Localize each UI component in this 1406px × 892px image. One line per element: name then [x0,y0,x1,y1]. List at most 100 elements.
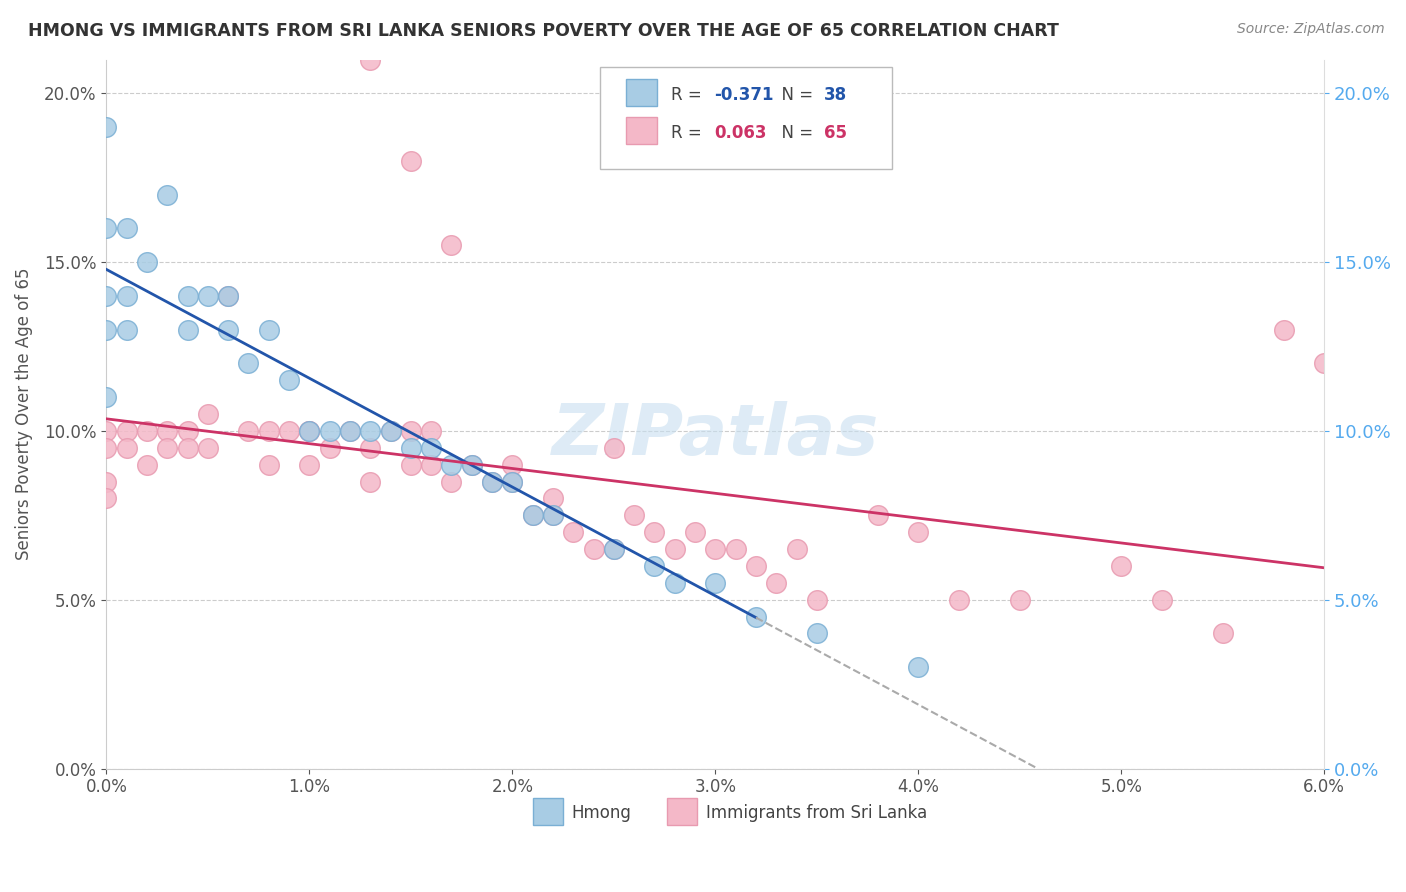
Point [603,542,626,557]
Point [238,356,260,370]
Point [481,475,503,489]
Point [420,458,443,472]
FancyBboxPatch shape [627,117,657,144]
Text: HMONG VS IMMIGRANTS FROM SRI LANKA SENIORS POVERTY OVER THE AGE OF 65 CORRELATIO: HMONG VS IMMIGRANTS FROM SRI LANKA SENIO… [28,22,1059,40]
Point [156,441,179,455]
Point [339,424,361,438]
Point [359,424,381,438]
Point [176,424,198,438]
Point [257,458,280,472]
Point [339,424,361,438]
Point [562,525,585,540]
Point [582,542,605,557]
Point [136,458,159,472]
Point [522,508,544,523]
Point [298,424,321,438]
Point [318,424,340,438]
Point [399,153,422,168]
Point [866,508,889,523]
Point [238,424,260,438]
Text: Hmong: Hmong [572,805,631,822]
Point [197,289,219,303]
Point [399,424,422,438]
Text: ZIPatlas: ZIPatlas [551,401,879,470]
Point [380,424,402,438]
FancyBboxPatch shape [533,798,562,825]
Point [786,542,808,557]
Point [664,575,686,590]
Point [1111,559,1133,574]
Point [440,475,463,489]
Point [156,424,179,438]
Text: 0.063: 0.063 [714,124,766,142]
Point [176,323,198,337]
Point [359,475,381,489]
Point [96,424,118,438]
Point [907,525,929,540]
Point [603,542,626,557]
Point [643,559,665,574]
Point [745,559,768,574]
Point [440,238,463,252]
Point [501,458,523,472]
Point [541,491,564,506]
Point [298,424,321,438]
Point [541,508,564,523]
Point [806,626,828,640]
Text: R =: R = [672,124,707,142]
Point [298,458,321,472]
Point [1150,592,1173,607]
Point [1212,626,1234,640]
Point [217,289,239,303]
Text: 38: 38 [824,86,846,104]
Point [1008,592,1031,607]
Point [541,508,564,523]
Text: -0.371: -0.371 [714,86,773,104]
Point [257,323,280,337]
Point [96,289,118,303]
Point [136,255,159,269]
Text: Immigrants from Sri Lanka: Immigrants from Sri Lanka [706,805,927,822]
Point [461,458,484,472]
Point [765,575,787,590]
Point [501,475,523,489]
Point [1313,356,1336,370]
Point [115,289,138,303]
Point [197,441,219,455]
Point [380,424,402,438]
Point [96,390,118,404]
Point [1272,323,1295,337]
Point [806,592,828,607]
Point [115,424,138,438]
Point [683,525,706,540]
Point [440,458,463,472]
FancyBboxPatch shape [666,798,697,825]
Point [399,458,422,472]
Point [359,441,381,455]
Point [176,289,198,303]
Point [481,475,503,489]
Point [603,441,626,455]
Text: 65: 65 [824,124,846,142]
Point [664,542,686,557]
Point [96,491,118,506]
Point [96,120,118,135]
Point [399,441,422,455]
Point [643,525,665,540]
Point [420,441,443,455]
Point [96,475,118,489]
Point [907,660,929,674]
Point [136,424,159,438]
Point [96,441,118,455]
Point [420,424,443,438]
Point [197,407,219,421]
Point [115,221,138,235]
Point [359,53,381,67]
Point [318,441,340,455]
Point [96,221,118,235]
Text: N =: N = [772,124,818,142]
Point [257,424,280,438]
Point [176,441,198,455]
Text: R =: R = [672,86,707,104]
Point [501,475,523,489]
